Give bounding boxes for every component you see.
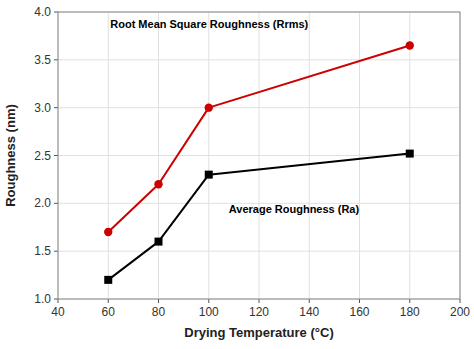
tick-label: 180 (400, 305, 420, 319)
tick-mark (208, 299, 209, 303)
tick-label: 80 (152, 305, 166, 319)
tick-label: 3.5 (34, 53, 51, 67)
tick-label: 100 (199, 305, 219, 319)
tick-label: 2.5 (34, 149, 51, 163)
tick-mark (54, 12, 58, 13)
tick-mark (54, 299, 58, 300)
point (205, 171, 213, 179)
point (154, 180, 162, 188)
tick-label: 2.0 (34, 196, 51, 210)
y-axis-label: Roughness (nm) (3, 104, 18, 207)
plot-frame (58, 12, 460, 299)
grid-line (58, 107, 460, 108)
tick-mark (409, 299, 410, 303)
annotation: Average Roughness (Ra) (229, 203, 360, 215)
point (155, 238, 163, 246)
tick-label: 200 (450, 305, 470, 319)
tick-mark (54, 59, 58, 60)
tick-mark (309, 299, 310, 303)
x-axis-label: Drying Temperature (°C) (184, 325, 333, 340)
grid (58, 12, 460, 299)
point (406, 150, 414, 158)
point (104, 228, 112, 236)
tick-label: 3.0 (34, 101, 51, 115)
point (205, 103, 213, 111)
tick-mark (54, 155, 58, 156)
line (108, 154, 410, 280)
tick-label: 60 (102, 305, 116, 319)
tick-mark (54, 107, 58, 108)
tick-label: 140 (299, 305, 319, 319)
annotation: Root Mean Square Roughness (Rrms) (110, 18, 308, 30)
tick-label: 160 (349, 305, 369, 319)
tick-mark (259, 299, 260, 303)
tick-mark (158, 299, 159, 303)
plot-area (104, 41, 414, 284)
series (104, 150, 414, 284)
tick-mark (58, 299, 59, 303)
tick-label: 1.5 (34, 244, 51, 258)
point (406, 41, 414, 49)
tick-mark (54, 251, 58, 252)
grid-line (58, 59, 460, 60)
tick-mark (359, 299, 360, 303)
grid-line (58, 251, 460, 252)
tick-mark (108, 299, 109, 303)
axes: 40 60 80 100 120 140 160 180 200 1.0 1.5 2.0 2.5 3.0 3… (34, 5, 470, 319)
background (0, 0, 474, 349)
chart: 40 60 80 100 120 140 160 180 200 1.0 1.5 2.0 2.5 3.0 3… (0, 0, 474, 349)
tick-label: 40 (51, 305, 65, 319)
series (104, 41, 414, 236)
line (108, 45, 410, 232)
tick-label: 1.0 (34, 292, 51, 306)
tick-mark (460, 299, 461, 303)
annotations: Root Mean Square Roughness (Rrms) Average… (110, 18, 359, 215)
tick-label: 4.0 (34, 5, 51, 19)
tick-mark (54, 203, 58, 204)
point (104, 276, 112, 284)
tick-label: 120 (249, 305, 269, 319)
